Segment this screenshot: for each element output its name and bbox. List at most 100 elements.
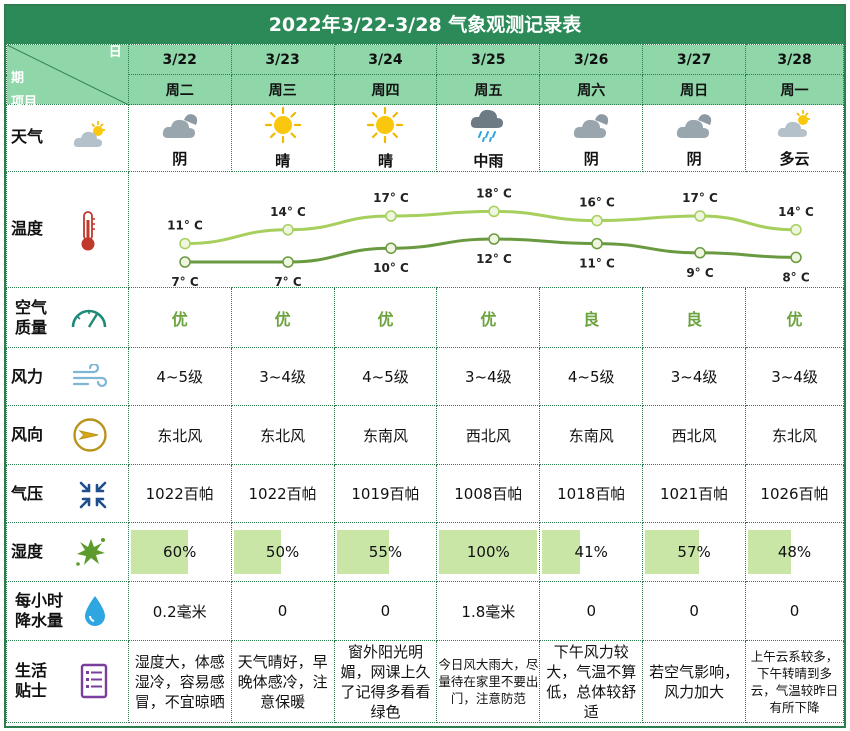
tip-cell: 天气晴好，早晚体感冷，注意保暖: [230, 640, 335, 723]
wind-force-cell: 4~5级: [539, 347, 644, 406]
humidity-value: 57%: [677, 543, 711, 561]
corner-period-label: 期: [11, 71, 25, 86]
air-quality-value: 良: [583, 309, 600, 329]
weekday-header-row: 周二 周三 周四 周五 周六 周日 周一: [7, 74, 844, 105]
sun-icon: [264, 106, 302, 148]
pressure-cell: 1019百帕: [333, 464, 438, 523]
humidity-bar: [336, 530, 389, 574]
low-temp-label: 11° C: [579, 257, 615, 271]
high-temp-point: [179, 237, 191, 250]
weather-condition: 中雨: [473, 151, 504, 170]
cloudy-icon: [674, 108, 714, 146]
pressure-cell: 1022百帕: [230, 464, 335, 523]
corner-header: 日 期 项目: [6, 44, 129, 110]
weather-cell: 阴: [127, 104, 232, 172]
weather-content: 多云: [746, 108, 843, 169]
date-cell: 3/28: [745, 44, 844, 75]
pressure-cell: 1008百帕: [436, 464, 541, 523]
high-temp-label: 18° C: [476, 186, 512, 200]
wind-direction-cell: 东南风: [539, 405, 644, 465]
air-quality-cell: 良: [539, 287, 644, 348]
wind-icon: [72, 362, 108, 394]
high-temp-label: 17° C: [373, 191, 409, 205]
temperature-chart-cell: 11° C 14° C 17° C 18° C 16° C 17° C 14° C 7° C 7…: [127, 171, 845, 288]
low-temp-point: [591, 237, 603, 250]
air-quality-value: 优: [786, 309, 803, 329]
low-temp-point: [790, 251, 802, 264]
high-temp-point: [694, 210, 706, 222]
thermometer-icon: [78, 210, 98, 256]
row-label: 每小时降水量: [14, 591, 63, 630]
weather-content: 晴: [232, 106, 334, 171]
wind-direction-cell: 东北风: [230, 405, 335, 465]
low-temp-point: [179, 256, 191, 268]
row-header-temperature: 温度: [6, 171, 129, 288]
rain-cloud-icon: [468, 106, 508, 148]
wind-force-row: 风力 4~5级 3~4级 4~5级 3~4级 4~5级 3~4级 3~4级: [6, 347, 844, 406]
tip-cell: 下午风力较大，气温不算低，总体较舒适: [539, 640, 644, 723]
cloudy-icon: [571, 108, 611, 146]
weather-content: 晴: [335, 106, 437, 171]
high-temp-label: 14° C: [270, 205, 306, 219]
humidity-cell: 55%: [333, 522, 438, 582]
humidity-value: 48%: [777, 543, 812, 561]
air-quality-row: 空气质量 优 优 优 优 良 良 优: [6, 287, 844, 348]
weather-cell: 阴: [539, 104, 644, 172]
weather-condition: 阴: [583, 149, 599, 168]
row-header-weather: 天气: [6, 104, 129, 172]
humidity-bar: [130, 530, 188, 574]
rain-cell: 0.2毫米: [127, 581, 232, 641]
date-cell: 3/22: [127, 44, 232, 75]
air-quality-cell: 优: [127, 287, 232, 348]
low-temp-label: 10° C: [373, 261, 409, 275]
water-drop-icon: [82, 594, 108, 632]
air-quality-value: 优: [480, 309, 497, 329]
weather-condition: 晴: [377, 151, 393, 170]
weekday-cell: 周二: [127, 74, 232, 105]
air-quality-value: 良: [686, 309, 703, 329]
humidity-cell: 48%: [745, 522, 844, 582]
humidity-value: 55%: [368, 543, 403, 561]
row-label: 温度: [11, 219, 44, 238]
weekday-cell: 周四: [333, 74, 438, 105]
row-header-humidity: 湿度: [6, 522, 129, 582]
row-header-wind-force: 风力: [6, 347, 129, 406]
air-quality-value: 优: [377, 309, 394, 329]
humidity-cell: 41%: [539, 522, 644, 582]
weekday-cell: 周三: [230, 74, 335, 105]
air-quality-cell: 良: [642, 287, 747, 348]
date-cell: 3/24: [333, 44, 438, 75]
sheet-title: 2022年3/22-3/28 气象观测记录表: [6, 6, 844, 44]
high-temp-point: [385, 210, 397, 222]
air-quality-value: 优: [171, 309, 188, 329]
rain-cell: 0: [230, 581, 335, 641]
wind-direction-cell: 西北风: [436, 405, 541, 465]
low-temp-label: 7° C: [171, 275, 199, 288]
low-temp-point: [282, 256, 294, 268]
tip-cell: 湿度大，体感湿冷，容易感冒，不宜晾晒: [127, 640, 232, 723]
date-cell: 3/25: [436, 44, 541, 75]
weather-cell: 晴: [230, 104, 335, 172]
humidity-cell: 60%: [127, 522, 232, 582]
date-header-row: 日 期 项目 3/22 3/23 3/24 3/25 3/26 3/27 3/2…: [6, 44, 844, 110]
row-header-wind-direction: 风向: [6, 405, 129, 465]
humidity-value: 41%: [574, 543, 608, 561]
row-label: 空气质量: [14, 298, 47, 337]
weather-condition: 阴: [686, 149, 702, 168]
air-quality-cell: 优: [745, 287, 844, 348]
weather-content: 阴: [540, 108, 642, 169]
date-cell: 3/23: [230, 44, 335, 75]
wind-direction-cell: 东北风: [127, 405, 232, 465]
wind-direction-row: 风向 东北风 东北风 东南风 西北风 东南风 西北风 东北风: [6, 405, 844, 465]
air-quality-cell: 优: [333, 287, 438, 348]
row-header-pressure: 气压: [6, 464, 129, 523]
humidity-value: 50%: [265, 543, 300, 561]
humidity-bar: [748, 530, 791, 574]
row-label: 天气: [11, 127, 44, 146]
row-header-tips: 生活贴士: [6, 640, 129, 723]
splash-icon: [74, 535, 108, 573]
tip-cell: 窗外阳光明媚，网课上久了记得多看看绿色: [333, 640, 438, 723]
high-temp-point: [790, 224, 802, 236]
humidity-bar: [233, 530, 281, 574]
compass-icon: [72, 417, 108, 457]
